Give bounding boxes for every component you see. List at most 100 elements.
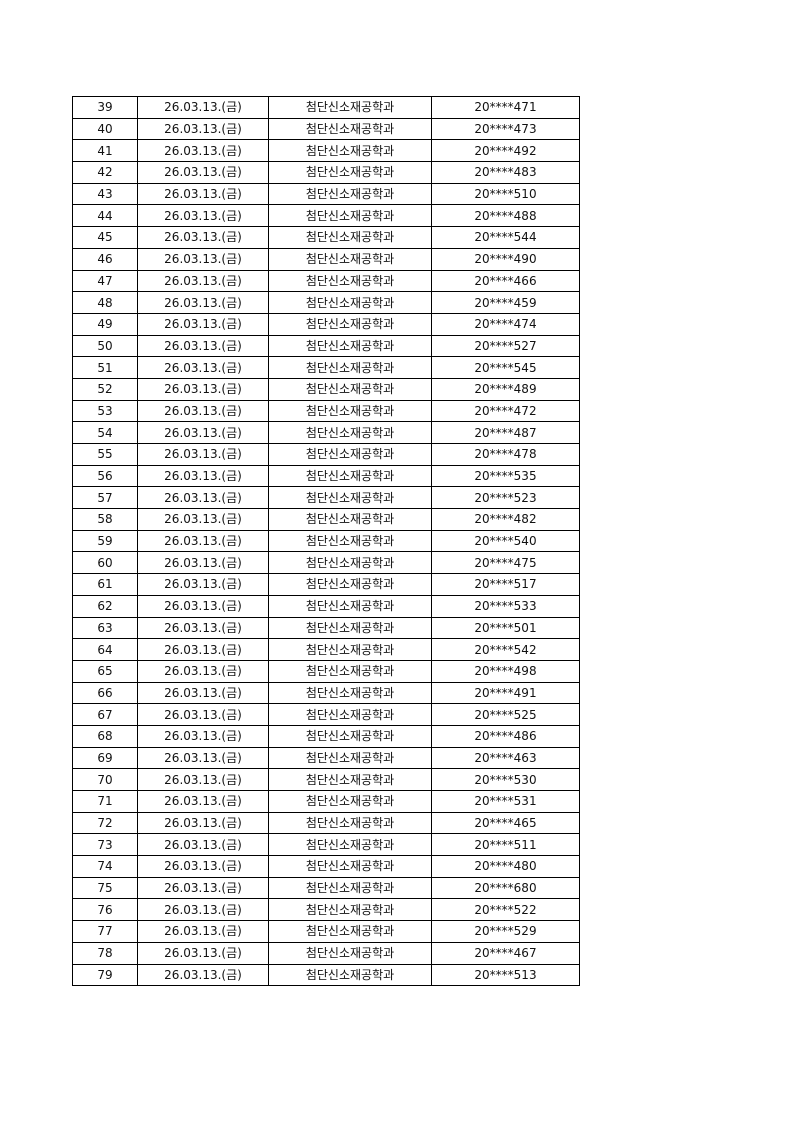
department-cell: 첨단신소재공학과 (268, 204, 432, 228)
table-row: 66 26.03.13.(금) 첨단신소재공학과 20****491 (72, 681, 580, 705)
department-cell: 첨단신소재공학과 (268, 508, 432, 531)
table-row: 43 26.03.13.(금) 첨단신소재공학과 20****510 (72, 182, 580, 206)
row-number-cell: 51 (72, 356, 138, 379)
row-number-cell: 50 (72, 334, 138, 358)
department-cell: 첨단신소재공학과 (268, 399, 432, 423)
date-cell: 26.03.13.(금) (137, 876, 269, 900)
table-row: 50 26.03.13.(금) 첨단신소재공학과 20****527 (72, 334, 580, 358)
row-number-cell: 47 (72, 269, 138, 293)
table-row: 55 26.03.13.(금) 첨단신소재공학과 20****478 (72, 443, 580, 466)
student-id-cell: 20****466 (431, 269, 580, 293)
table-row: 53 26.03.13.(금) 첨단신소재공학과 20****472 (72, 399, 580, 423)
date-cell: 26.03.13.(금) (137, 399, 269, 423)
student-id-cell: 20****498 (431, 659, 580, 683)
table-row: 45 26.03.13.(금) 첨단신소재공학과 20****544 (72, 226, 580, 249)
date-cell: 26.03.13.(금) (137, 681, 269, 705)
department-cell: 첨단신소재공학과 (268, 746, 432, 770)
row-number-cell: 74 (72, 855, 138, 878)
date-cell: 26.03.13.(금) (137, 226, 269, 249)
table-row: 42 26.03.13.(금) 첨단신소재공학과 20****483 (72, 161, 580, 184)
student-id-cell: 20****513 (431, 963, 580, 987)
student-id-cell: 20****525 (431, 703, 580, 726)
row-number-cell: 61 (72, 573, 138, 596)
student-id-cell: 20****482 (431, 508, 580, 531)
department-cell: 첨단신소재공학과 (268, 768, 432, 791)
date-cell: 26.03.13.(금) (137, 443, 269, 466)
department-cell: 첨단신소재공학과 (268, 377, 432, 401)
department-cell: 첨단신소재공학과 (268, 703, 432, 726)
table-row: 52 26.03.13.(금) 첨단신소재공학과 20****489 (72, 377, 580, 401)
date-cell: 26.03.13.(금) (137, 247, 269, 271)
student-id-cell: 20****535 (431, 464, 580, 488)
table-row: 71 26.03.13.(금) 첨단신소재공학과 20****531 (72, 790, 580, 813)
date-cell: 26.03.13.(금) (137, 529, 269, 553)
table-row: 54 26.03.13.(금) 첨단신소재공학과 20****487 (72, 421, 580, 444)
table-row: 49 26.03.13.(금) 첨단신소재공학과 20****474 (72, 312, 580, 336)
date-cell: 26.03.13.(금) (137, 594, 269, 618)
department-cell: 첨단신소재공학과 (268, 594, 432, 618)
student-id-cell: 20****511 (431, 833, 580, 857)
table-row: 78 26.03.13.(금) 첨단신소재공학과 20****467 (72, 941, 580, 965)
department-cell: 첨단신소재공학과 (268, 963, 432, 987)
student-id-cell: 20****527 (431, 334, 580, 358)
student-id-cell: 20****471 (431, 96, 580, 119)
date-cell: 26.03.13.(금) (137, 377, 269, 401)
department-cell: 첨단신소재공학과 (268, 876, 432, 900)
department-cell: 첨단신소재공학과 (268, 421, 432, 444)
table-row: 69 26.03.13.(금) 첨단신소재공학과 20****463 (72, 746, 580, 770)
student-id-cell: 20****545 (431, 356, 580, 379)
date-cell: 26.03.13.(금) (137, 161, 269, 184)
student-id-cell: 20****510 (431, 182, 580, 206)
row-number-cell: 76 (72, 898, 138, 922)
date-cell: 26.03.13.(금) (137, 356, 269, 379)
date-cell: 26.03.13.(금) (137, 291, 269, 314)
table-row: 58 26.03.13.(금) 첨단신소재공학과 20****482 (72, 508, 580, 531)
table-row: 77 26.03.13.(금) 첨단신소재공학과 20****529 (72, 920, 580, 943)
table-row: 56 26.03.13.(금) 첨단신소재공학과 20****535 (72, 464, 580, 488)
table-row: 51 26.03.13.(금) 첨단신소재공학과 20****545 (72, 356, 580, 379)
department-cell: 첨단신소재공학과 (268, 638, 432, 661)
date-cell: 26.03.13.(금) (137, 551, 269, 575)
student-id-cell: 20****486 (431, 724, 580, 748)
student-id-cell: 20****463 (431, 746, 580, 770)
row-number-cell: 58 (72, 508, 138, 531)
row-number-cell: 62 (72, 594, 138, 618)
department-cell: 첨단신소재공학과 (268, 269, 432, 293)
table-row: 46 26.03.13.(금) 첨단신소재공학과 20****490 (72, 247, 580, 271)
department-cell: 첨단신소재공학과 (268, 247, 432, 271)
row-number-cell: 41 (72, 139, 138, 163)
table-row: 63 26.03.13.(금) 첨단신소재공학과 20****501 (72, 616, 580, 640)
table-row: 41 26.03.13.(금) 첨단신소재공학과 20****492 (72, 139, 580, 163)
department-cell: 첨단신소재공학과 (268, 811, 432, 835)
row-number-cell: 44 (72, 204, 138, 228)
student-id-cell: 20****491 (431, 681, 580, 705)
date-cell: 26.03.13.(금) (137, 139, 269, 163)
date-cell: 26.03.13.(금) (137, 811, 269, 835)
row-number-cell: 46 (72, 247, 138, 271)
date-cell: 26.03.13.(금) (137, 768, 269, 791)
table-row: 65 26.03.13.(금) 첨단신소재공학과 20****498 (72, 659, 580, 683)
department-cell: 첨단신소재공학과 (268, 139, 432, 163)
date-cell: 26.03.13.(금) (137, 182, 269, 206)
department-cell: 첨단신소재공학과 (268, 312, 432, 336)
table-row: 60 26.03.13.(금) 첨단신소재공학과 20****475 (72, 551, 580, 575)
date-cell: 26.03.13.(금) (137, 96, 269, 119)
student-id-cell: 20****680 (431, 876, 580, 900)
department-cell: 첨단신소재공학과 (268, 681, 432, 705)
date-cell: 26.03.13.(금) (137, 833, 269, 857)
department-cell: 첨단신소재공학과 (268, 833, 432, 857)
date-cell: 26.03.13.(금) (137, 746, 269, 770)
table-row: 62 26.03.13.(금) 첨단신소재공학과 20****533 (72, 594, 580, 618)
row-number-cell: 60 (72, 551, 138, 575)
date-cell: 26.03.13.(금) (137, 659, 269, 683)
department-cell: 첨단신소재공학과 (268, 226, 432, 249)
table-row: 44 26.03.13.(금) 첨단신소재공학과 20****488 (72, 204, 580, 228)
department-cell: 첨단신소재공학과 (268, 443, 432, 466)
student-id-cell: 20****544 (431, 226, 580, 249)
row-number-cell: 71 (72, 790, 138, 813)
row-number-cell: 70 (72, 768, 138, 791)
date-cell: 26.03.13.(금) (137, 312, 269, 336)
table-row: 57 26.03.13.(금) 첨단신소재공학과 20****523 (72, 486, 580, 510)
table-row: 48 26.03.13.(금) 첨단신소재공학과 20****459 (72, 291, 580, 314)
department-cell: 첨단신소재공학과 (268, 941, 432, 965)
